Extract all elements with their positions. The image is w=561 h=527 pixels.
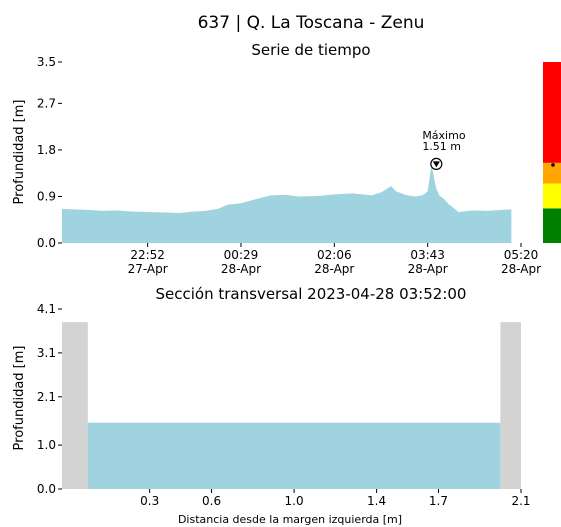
y-tick-label: 0.0 bbox=[37, 482, 56, 496]
river-bank bbox=[500, 322, 521, 489]
time-series-panel: Serie de tiempo Profundidad [m] 0.0 0.9 1.… bbox=[12, 41, 561, 276]
max-marker-triangle bbox=[432, 161, 440, 168]
x-tick-label: 2.1 bbox=[511, 494, 530, 508]
current-level-dot bbox=[551, 163, 555, 167]
x-tick-label: 1.4 bbox=[367, 494, 386, 508]
cross-section-panel: Sección transversal 2023-04-28 03:52:00 … bbox=[12, 285, 531, 526]
x-tick-label: 0.6 bbox=[202, 494, 221, 508]
time-series-ylabel: Profundidad [m] bbox=[12, 100, 27, 205]
time-series-x-ticks: 22:5227-Apr00:2928-Apr02:0628-Apr03:4328… bbox=[128, 243, 541, 276]
y-tick-label: 3.1 bbox=[37, 346, 56, 360]
alert-level-band bbox=[543, 183, 561, 209]
water-section bbox=[87, 422, 501, 489]
cross-section-title: Sección transversal 2023-04-28 03:52:00 bbox=[156, 285, 467, 303]
x-tick-time-label: 02:06 bbox=[317, 248, 352, 262]
x-tick-date-label: 27-Apr bbox=[128, 262, 168, 276]
x-tick-date-label: 28-Apr bbox=[221, 262, 261, 276]
x-tick-date-label: 28-Apr bbox=[501, 262, 541, 276]
depth-area-series bbox=[62, 164, 512, 243]
x-tick-time-label: 00:29 bbox=[224, 248, 259, 262]
y-tick-label: 4.1 bbox=[37, 302, 56, 316]
max-annotation-label: Máximo bbox=[422, 129, 466, 142]
cross-section-ylabel: Profundidad [m] bbox=[12, 346, 27, 451]
alert-level-band bbox=[543, 208, 561, 243]
time-series-y-ticks: 0.0 0.9 1.8 2.7 3.5 bbox=[37, 55, 62, 250]
y-tick-label: 2.7 bbox=[37, 96, 56, 110]
alert-level-band bbox=[543, 162, 561, 184]
cross-section-y-ticks: 0.0 1.0 2.1 3.1 4.1 bbox=[37, 302, 62, 496]
x-tick-date-label: 28-Apr bbox=[314, 262, 354, 276]
x-tick-date-label: 28-Apr bbox=[408, 262, 448, 276]
y-tick-label: 2.1 bbox=[37, 390, 56, 404]
y-tick-label: 1.0 bbox=[37, 438, 56, 452]
y-tick-label: 3.5 bbox=[37, 55, 56, 69]
x-tick-time-label: 22:52 bbox=[130, 248, 165, 262]
y-tick-label: 0.0 bbox=[37, 236, 56, 250]
cross-section-shapes bbox=[62, 322, 521, 489]
x-tick-label: 1.7 bbox=[429, 494, 448, 508]
time-series-title: Serie de tiempo bbox=[251, 41, 370, 59]
alert-level-bar bbox=[543, 62, 561, 243]
x-tick-time-label: 03:43 bbox=[410, 248, 445, 262]
x-tick-time-label: 05:20 bbox=[504, 248, 539, 262]
max-annotation-value: 1.51 m bbox=[422, 140, 461, 153]
river-bank bbox=[62, 322, 88, 489]
cross-section-xlabel: Distancia desde la margen izquierda [m] bbox=[178, 513, 402, 526]
y-tick-label: 0.9 bbox=[37, 189, 56, 203]
cross-section-x-ticks: 0.3 0.6 1.0 1.4 1.7 2.1 bbox=[140, 489, 531, 508]
max-annotation: Máximo 1.51 m bbox=[422, 129, 466, 171]
figure-title: 637 | Q. La Toscana - Zenu bbox=[198, 13, 425, 33]
x-tick-label: 1.0 bbox=[285, 494, 304, 508]
x-tick-label: 0.3 bbox=[140, 494, 159, 508]
y-tick-label: 1.8 bbox=[37, 143, 56, 157]
alert-level-band bbox=[543, 62, 561, 163]
